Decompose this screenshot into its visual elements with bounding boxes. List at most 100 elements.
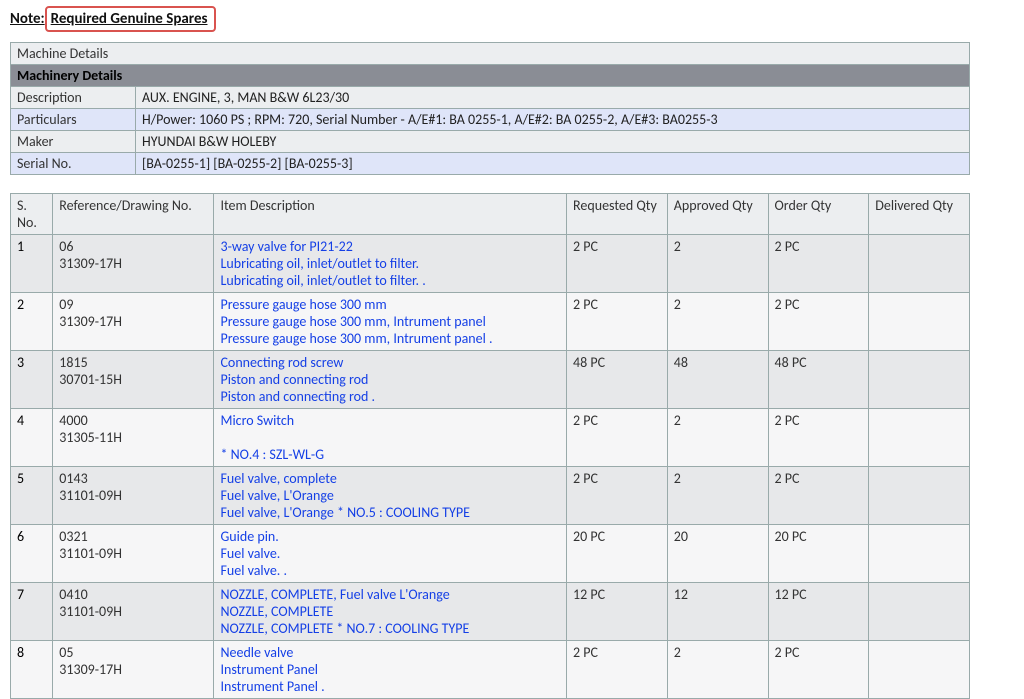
desc-line[interactable]: Fuel valve, complete (220, 470, 560, 487)
ref-line: 31309-17H (59, 313, 207, 330)
cell-ref: 014331101-09H (53, 467, 214, 525)
desc-line[interactable]: Fuel valve. . (220, 562, 560, 579)
desc-line[interactable]: Lubricating oil, inlet/outlet to filter.… (220, 272, 560, 289)
items-col-header: Approved Qty (667, 194, 768, 235)
desc-line[interactable] (220, 429, 560, 446)
cell-sno: 7 (11, 583, 53, 641)
machine-header-row: Machine Details (11, 43, 970, 65)
cell-del (869, 641, 970, 699)
desc-line[interactable]: 3-way valve for PI21-22 (220, 238, 560, 255)
desc-line[interactable]: Fuel valve. (220, 545, 560, 562)
cell-req: 2 PC (567, 235, 668, 293)
items-col-header: Requested Qty (567, 194, 668, 235)
cell-del (869, 409, 970, 467)
cell-ref: 032131101-09H (53, 525, 214, 583)
cell-ord: 2 PC (768, 293, 869, 351)
cell-ord: 2 PC (768, 641, 869, 699)
desc-line[interactable]: Connecting rod screw (220, 354, 560, 371)
table-row: 3181530701-15HConnecting rod screwPiston… (11, 351, 970, 409)
cell-appr: 2 (667, 235, 768, 293)
ref-line: 31101-09H (59, 603, 207, 620)
cell-appr: 48 (667, 351, 768, 409)
desc-line[interactable]: Instrument Panel (220, 661, 560, 678)
table-row: 5014331101-09HFuel valve, completeFuel v… (11, 467, 970, 525)
desc-line[interactable]: Guide pin. (220, 528, 560, 545)
machine-row-label: Maker (11, 131, 136, 153)
ref-line: 31309-17H (59, 255, 207, 272)
cell-ref: 0631309-17H (53, 235, 214, 293)
cell-sno: 1 (11, 235, 53, 293)
desc-line[interactable]: Needle valve (220, 644, 560, 661)
ref-line: 31305-11H (59, 429, 207, 446)
items-header-row: S. No.Reference/Drawing No.Item Descript… (11, 194, 970, 235)
desc-line[interactable]: NOZZLE, COMPLETE, Fuel valve L'Orange (220, 586, 560, 603)
cell-desc: Connecting rod screwPiston and connectin… (214, 351, 567, 409)
cell-ord: 48 PC (768, 351, 869, 409)
desc-line[interactable]: * NO.4 : SZL-WL-G (220, 446, 560, 463)
machine-row-value: H/Power: 1060 PS ; RPM: 720, Serial Numb… (136, 109, 970, 131)
cell-del (869, 293, 970, 351)
desc-line[interactable]: Fuel valve, L'Orange * NO.5 : COOLING TY… (220, 504, 560, 521)
machine-row-value: [BA-0255-1] [BA-0255-2] [BA-0255-3] (136, 153, 970, 175)
ref-line: 31309-17H (59, 661, 207, 678)
table-row: 6032131101-09HGuide pin.Fuel valve.Fuel … (11, 525, 970, 583)
desc-line[interactable]: Piston and connecting rod . (220, 388, 560, 405)
note-highlight-box: Required Genuine Spares (45, 6, 216, 32)
items-col-header: S. No. (11, 194, 53, 235)
desc-line[interactable]: Fuel valve, L'Orange (220, 487, 560, 504)
ref-line: 0143 (59, 470, 207, 487)
cell-sno: 8 (11, 641, 53, 699)
cell-desc: Needle valveInstrument PanelInstrument P… (214, 641, 567, 699)
cell-req: 20 PC (567, 525, 668, 583)
desc-line[interactable]: NOZZLE, COMPLETE (220, 603, 560, 620)
note-text: Required Genuine Spares (51, 10, 208, 28)
table-row: 7041031101-09HNOZZLE, COMPLETE, Fuel val… (11, 583, 970, 641)
items-col-header: Reference/Drawing No. (53, 194, 214, 235)
cell-sno: 5 (11, 467, 53, 525)
cell-ord: 2 PC (768, 409, 869, 467)
machine-row: Serial No.[BA-0255-1] [BA-0255-2] [BA-02… (11, 153, 970, 175)
desc-line[interactable]: Micro Switch (220, 412, 560, 429)
desc-line[interactable]: Piston and connecting rod (220, 371, 560, 388)
ref-line: 4000 (59, 412, 207, 429)
machinery-title: Machinery Details (11, 65, 970, 87)
cell-sno: 3 (11, 351, 53, 409)
cell-ord: 12 PC (768, 583, 869, 641)
machine-details-table: Machine Details Machinery Details Descri… (10, 42, 970, 175)
cell-req: 12 PC (567, 583, 668, 641)
cell-appr: 2 (667, 293, 768, 351)
table-row: 4400031305-11HMicro Switch * NO.4 : SZL-… (11, 409, 970, 467)
cell-desc: Micro Switch * NO.4 : SZL-WL-G (214, 409, 567, 467)
machine-row-value: AUX. ENGINE, 3, MAN B&W 6L23/30 (136, 87, 970, 109)
cell-desc: NOZZLE, COMPLETE, Fuel valve L'OrangeNOZ… (214, 583, 567, 641)
ref-line: 31101-09H (59, 545, 207, 562)
note-prefix: Note: (10, 10, 45, 28)
ref-line: 31101-09H (59, 487, 207, 504)
cell-del (869, 235, 970, 293)
cell-ref: 400031305-11H (53, 409, 214, 467)
table-row: 10631309-17H3-way valve for PI21-22Lubri… (11, 235, 970, 293)
machine-row-label: Serial No. (11, 153, 136, 175)
desc-line[interactable]: Lubricating oil, inlet/outlet to filter. (220, 255, 560, 272)
cell-req: 48 PC (567, 351, 668, 409)
ref-line: 1815 (59, 354, 207, 371)
cell-del (869, 525, 970, 583)
machine-row-label: Particulars (11, 109, 136, 131)
desc-line[interactable]: Instrument Panel . (220, 678, 560, 695)
desc-line[interactable]: Pressure gauge hose 300 mm, Intrument pa… (220, 330, 560, 347)
machine-header: Machine Details (11, 43, 970, 65)
machine-row: ParticularsH/Power: 1060 PS ; RPM: 720, … (11, 109, 970, 131)
items-col-header: Order Qty (768, 194, 869, 235)
desc-line[interactable]: Pressure gauge hose 300 mm (220, 296, 560, 313)
cell-appr: 2 (667, 641, 768, 699)
desc-line[interactable]: NOZZLE, COMPLETE * NO.7 : COOLING TYPE (220, 620, 560, 637)
cell-del (869, 583, 970, 641)
ref-line: 05 (59, 644, 207, 661)
machine-row: DescriptionAUX. ENGINE, 3, MAN B&W 6L23/… (11, 87, 970, 109)
items-col-header: Item Description (214, 194, 567, 235)
ref-line: 30701-15H (59, 371, 207, 388)
cell-sno: 6 (11, 525, 53, 583)
cell-desc: Pressure gauge hose 300 mmPressure gauge… (214, 293, 567, 351)
cell-desc: Guide pin.Fuel valve.Fuel valve. . (214, 525, 567, 583)
desc-line[interactable]: Pressure gauge hose 300 mm, Intrument pa… (220, 313, 560, 330)
